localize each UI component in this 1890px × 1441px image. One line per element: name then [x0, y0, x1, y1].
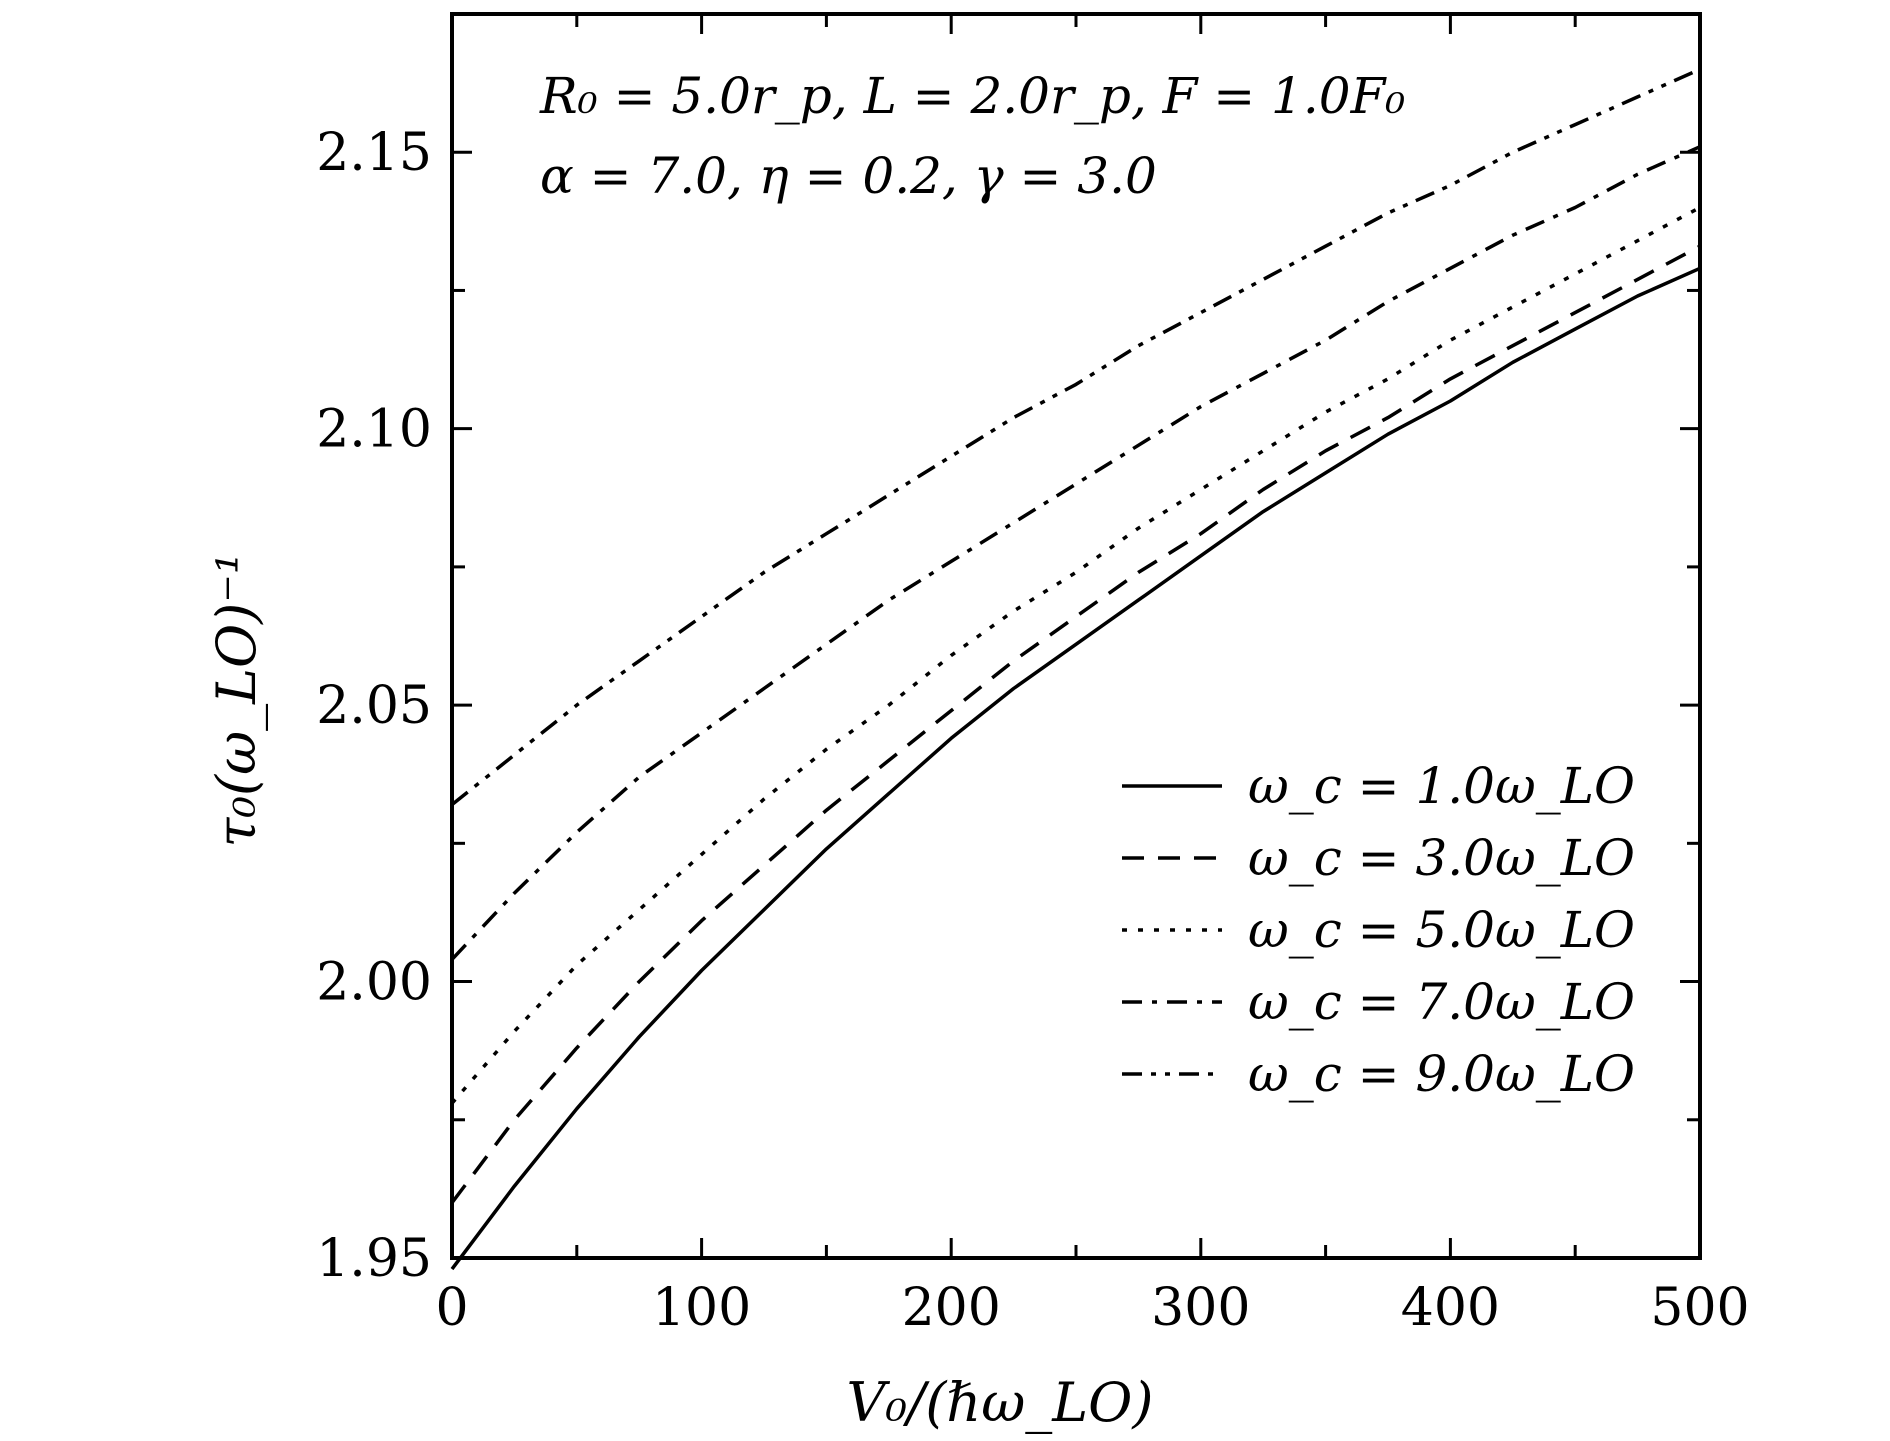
x-tick-label: 100: [652, 1278, 751, 1338]
series-line-1: [450, 266, 1701, 1271]
x-tick-label: 0: [435, 1278, 468, 1338]
y-tick-label: 2.15: [316, 123, 432, 183]
annotation-line-2: α = 7.0, η = 0.2, γ = 3.0: [540, 147, 1157, 205]
series-line-4: [450, 145, 1701, 961]
series-line-2: [450, 244, 1701, 1204]
x-tick-label: 400: [1401, 1278, 1500, 1338]
legend-label-2: ω_c = 3.0ω_LO: [1248, 829, 1635, 887]
series-lines: [450, 67, 1701, 1271]
y-tick-label: 2.05: [316, 676, 432, 736]
x-tick-label: 200: [902, 1278, 1001, 1338]
legend: ω_c = 1.0ω_LO ω_c = 3.0ω_LO ω_c = 5.0ω_LO ω…: [1122, 757, 1635, 1103]
legend-label-3: ω_c = 5.0ω_LO: [1248, 901, 1635, 959]
legend-label-5: ω_c = 9.0ω_LO: [1248, 1045, 1635, 1103]
axis-ticks: [450, 12, 1702, 1260]
series-line-5: [450, 67, 1701, 806]
y-tick-label: 1.95: [316, 1229, 432, 1289]
y-tick-label: 2.10: [316, 400, 432, 460]
legend-label-1: ω_c = 1.0ω_LO: [1248, 757, 1635, 815]
y-tick-label: 2.00: [316, 953, 432, 1013]
x-tick-label: 300: [1151, 1278, 1250, 1338]
annotation-line-1: R₀ = 5.0r_p, L = 2.0r_p, F = 1.0F₀: [539, 67, 1405, 125]
legend-label-4: ω_c = 7.0ω_LO: [1248, 973, 1635, 1031]
x-tick-label: 500: [1650, 1278, 1749, 1338]
series-line-3: [450, 205, 1701, 1105]
x-axis-label: V₀/(ℏω_LO): [847, 1371, 1154, 1434]
y-axis-label: τ₀(ω_LO)⁻¹: [205, 553, 268, 848]
y-tick-labels: 1.95 2.00 2.05 2.10 2.15: [316, 123, 432, 1289]
x-tick-labels: 0 100 200 300 400 500: [435, 1278, 1749, 1338]
